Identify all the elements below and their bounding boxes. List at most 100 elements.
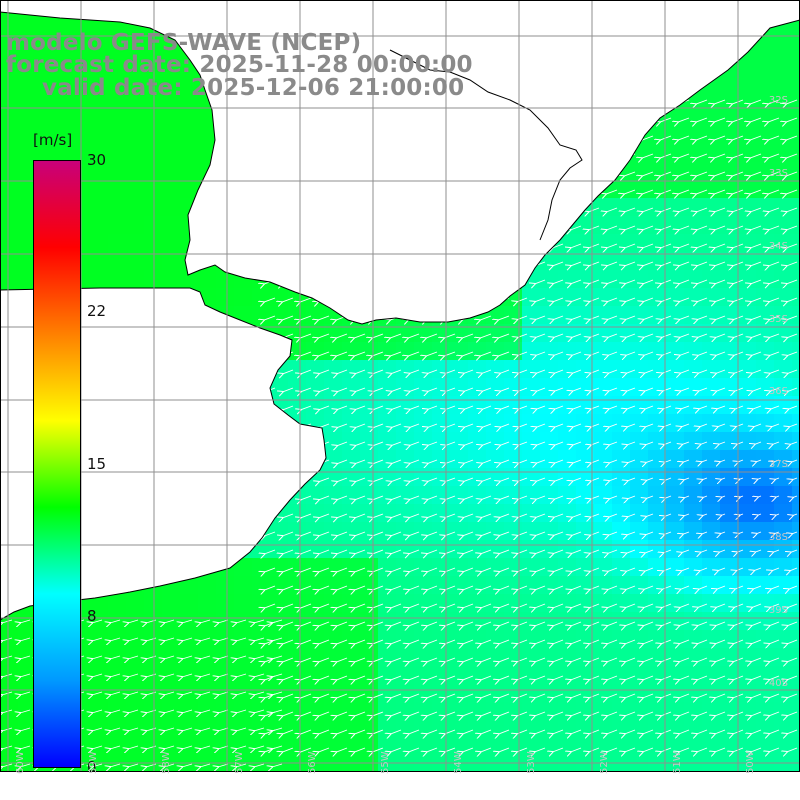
- wind-arrow: [373, 495, 384, 500]
- field-cell: [612, 342, 631, 361]
- field-cell: [432, 378, 451, 397]
- wind-arrow: [536, 495, 546, 500]
- field-cell: [306, 756, 325, 772]
- field-cell: [774, 468, 793, 487]
- field-cell: [504, 738, 523, 757]
- wind-arrow: [463, 549, 474, 554]
- field-cell: [162, 720, 181, 739]
- field-cell: [108, 270, 127, 289]
- field-cell: [792, 486, 800, 505]
- wind-arrow: [644, 351, 654, 356]
- field-cell: [486, 594, 505, 613]
- wind-arrow: [355, 513, 366, 518]
- field-cell: [774, 630, 793, 649]
- field-cell: [90, 18, 109, 37]
- field-cell: [630, 486, 649, 505]
- wind-arrow: [589, 279, 600, 284]
- wind-arrow: [680, 351, 690, 356]
- field-cell: [108, 144, 127, 163]
- field-cell: [540, 396, 559, 415]
- field-cell: [126, 72, 145, 91]
- field-cell: [270, 756, 289, 772]
- field-cell: [612, 504, 631, 523]
- field-cell: [738, 126, 757, 145]
- wind-arrow: [500, 387, 510, 391]
- wind-arrow: [462, 351, 474, 356]
- field-cell: [270, 738, 289, 757]
- field-cell: [612, 594, 631, 613]
- field-cell: [432, 756, 451, 772]
- field-cell: [756, 720, 775, 739]
- field-cell: [126, 612, 145, 631]
- field-cell: [468, 324, 487, 343]
- field-cell: [720, 486, 739, 505]
- field-cell: [180, 594, 199, 613]
- field-cell: [522, 450, 541, 469]
- wind-arrow: [609, 423, 618, 427]
- wind-arrow: [391, 603, 402, 608]
- field-cell: [90, 738, 109, 757]
- wind-arrow: [751, 297, 762, 302]
- field-cell: [702, 612, 721, 631]
- wind-arrow: [739, 477, 744, 480]
- field-cell: [360, 504, 379, 523]
- field-cell: [90, 594, 109, 613]
- wind-arrow: [769, 369, 780, 374]
- field-cell: [558, 414, 577, 433]
- wind-arrow: [627, 495, 636, 499]
- field-cell: [288, 342, 307, 361]
- field-cell: [126, 720, 145, 739]
- field-cell: [342, 594, 361, 613]
- wind-arrow: [678, 225, 690, 230]
- wind-arrow: [624, 225, 636, 230]
- field-cell: [432, 450, 451, 469]
- field-cell: [738, 180, 757, 199]
- wind-arrow: [372, 603, 384, 608]
- wind-arrow: [481, 603, 492, 608]
- wind-arrow: [661, 279, 672, 284]
- wind-arrow: [536, 387, 546, 391]
- field-cell: [216, 666, 235, 685]
- field-cell: [594, 540, 613, 559]
- wind-arrow: [427, 387, 438, 392]
- wind-arrow: [319, 423, 330, 428]
- field-cell: [0, 180, 19, 199]
- field-cell: [792, 324, 800, 343]
- field-cell: [702, 486, 721, 505]
- field-cell: [486, 468, 505, 487]
- field-cell: [180, 180, 199, 199]
- field-cell: [594, 306, 613, 325]
- field-cell: [774, 738, 793, 757]
- wind-arrow: [771, 585, 780, 589]
- wind-arrow: [643, 333, 654, 338]
- field-cell: [666, 504, 685, 523]
- field-cell: [648, 414, 667, 433]
- wind-arrow: [642, 207, 654, 212]
- wind-arrow: [755, 549, 762, 552]
- wind-arrow: [752, 369, 762, 374]
- wind-arrow: [768, 117, 780, 122]
- field-cell: [234, 738, 253, 757]
- field-cell: [468, 378, 487, 397]
- field-cell: [738, 576, 757, 595]
- field-cell: [306, 396, 325, 415]
- wind-arrow: [681, 405, 690, 409]
- wind-arrow: [716, 387, 726, 391]
- field-cell: [702, 342, 721, 361]
- field-cell: [108, 756, 127, 772]
- wind-arrow: [663, 405, 672, 409]
- wind-arrow: [282, 639, 294, 644]
- field-cell: [648, 270, 667, 289]
- field-cell: [558, 342, 577, 361]
- wind-arrow: [282, 549, 294, 554]
- wind-arrow: [482, 369, 492, 374]
- wind-arrow: [572, 477, 582, 481]
- field-cell: [666, 108, 685, 127]
- field-cell: [432, 360, 451, 379]
- field-cell: [774, 720, 793, 739]
- field-cell: [702, 738, 721, 757]
- field-cell: [702, 270, 721, 289]
- field-cell: [540, 702, 559, 721]
